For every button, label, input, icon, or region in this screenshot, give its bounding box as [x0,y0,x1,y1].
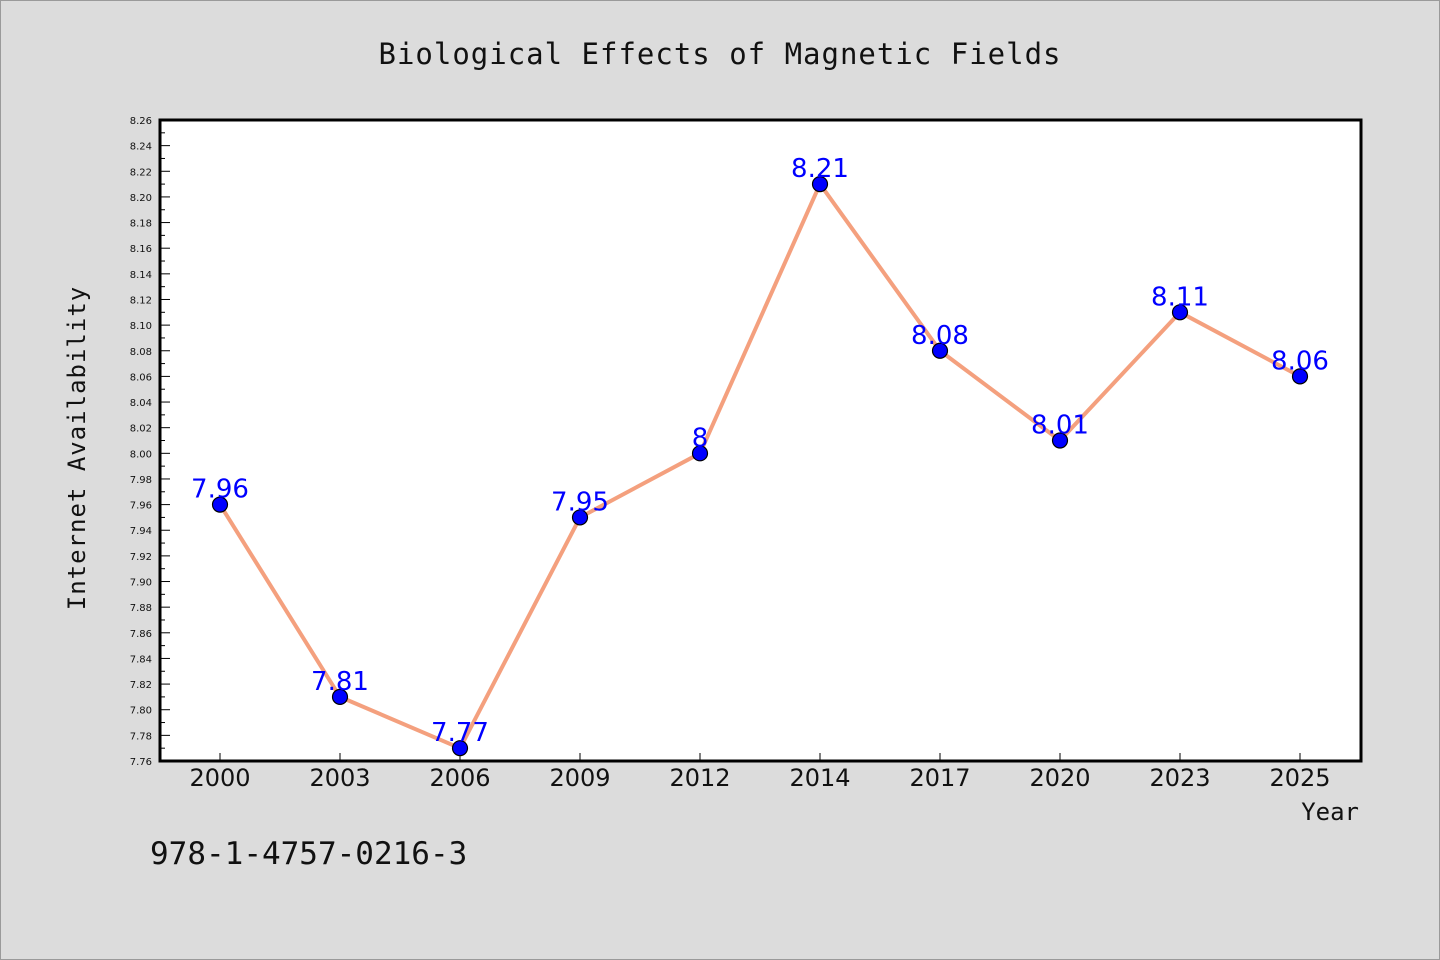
y-tick-label: 7.76 [130,757,152,768]
x-tick-label: 2020 [1029,764,1090,792]
data-label: 8.21 [791,154,849,184]
data-point [451,740,469,757]
x-tick-label: 2003 [309,764,370,792]
y-tick-label: 8.00 [130,449,152,460]
chart-title: Biological Effects of Magnetic Fields [378,37,1061,71]
y-tick-label: 8.10 [130,321,152,332]
x-tick-label: 2023 [1149,764,1210,792]
x-tick-label: 2006 [429,764,490,792]
data-point [691,445,709,462]
y-axis-label: Internet Availability [63,286,91,610]
data-label: 7.77 [431,718,489,748]
y-tick-label: 8.08 [130,347,152,358]
y-tick-label: 7.98 [130,475,152,486]
plot-area [158,118,1363,763]
data-label: 8.06 [1271,346,1329,376]
y-tick-label: 7.80 [130,706,152,717]
data-label: 7.81 [311,667,369,697]
y-tick-label: 7.94 [130,526,152,537]
data-point [571,509,589,526]
y-tick-label: 8.26 [130,116,152,127]
y-tick-label: 8.24 [130,142,152,153]
y-tick-label: 8.12 [130,295,152,306]
data-point [1051,432,1069,449]
y-tick-label: 7.82 [130,680,152,691]
series-layer [211,176,1309,757]
y-tick-label: 7.90 [130,578,152,589]
data-label: 8 [692,423,709,453]
data-point [1291,368,1309,385]
y-tick-label: 8.14 [130,270,152,281]
y-tick-label: 8.22 [130,167,152,178]
y-tick-label: 8.04 [130,398,152,409]
x-tick-label: 2017 [909,764,970,792]
data-label: 7.95 [551,487,609,517]
data-label: 8.08 [911,321,969,351]
data-label: 7.96 [191,475,249,505]
x-tick-label: 2025 [1269,764,1330,792]
isbn-text: 978-1-4757-0216-3 [150,836,467,872]
data-point [331,688,349,706]
y-tick-label: 8.02 [130,424,152,435]
series-line [218,182,1302,751]
y-tick-label: 7.96 [130,501,152,512]
data-label: 8.11 [1151,282,1209,312]
y-tick-label: 8.16 [130,244,152,255]
y-tick-label: 7.92 [130,552,152,563]
x-axis-label: Year [1301,798,1359,826]
x-axis: 2000 2003 2006 2009 2012 2014 2017 2020 2023 2025 [189,753,1331,792]
data-label: 8.01 [1031,411,1089,441]
x-tick-label: 2014 [789,764,850,792]
x-tick-label: 2009 [549,764,610,792]
x-tick-label: 2012 [669,764,730,792]
data-point [931,342,949,359]
y-tick-label: 8.06 [130,372,152,383]
y-tick-label: 7.84 [130,654,152,665]
data-point [811,176,829,193]
data-point [1171,304,1189,321]
y-tick-label: 7.78 [130,731,152,742]
data-point [211,496,229,513]
y-tick-label: 8.18 [130,219,152,230]
y-tick-label: 8.20 [130,193,152,204]
data-label-layer: 7.96 7.81 7.77 7.95 8 8.21 8.08 8.01 8.11 8.06 [191,154,1329,748]
y-tick-label: 7.86 [130,629,152,640]
y-axis: 7.76 7.78 7.80 7.82 7.84 7.86 7.88 7.90 7.92 7.94… [130,116,170,768]
y-tick-label: 7.88 [130,603,152,614]
x-tick-label: 2000 [189,764,250,792]
